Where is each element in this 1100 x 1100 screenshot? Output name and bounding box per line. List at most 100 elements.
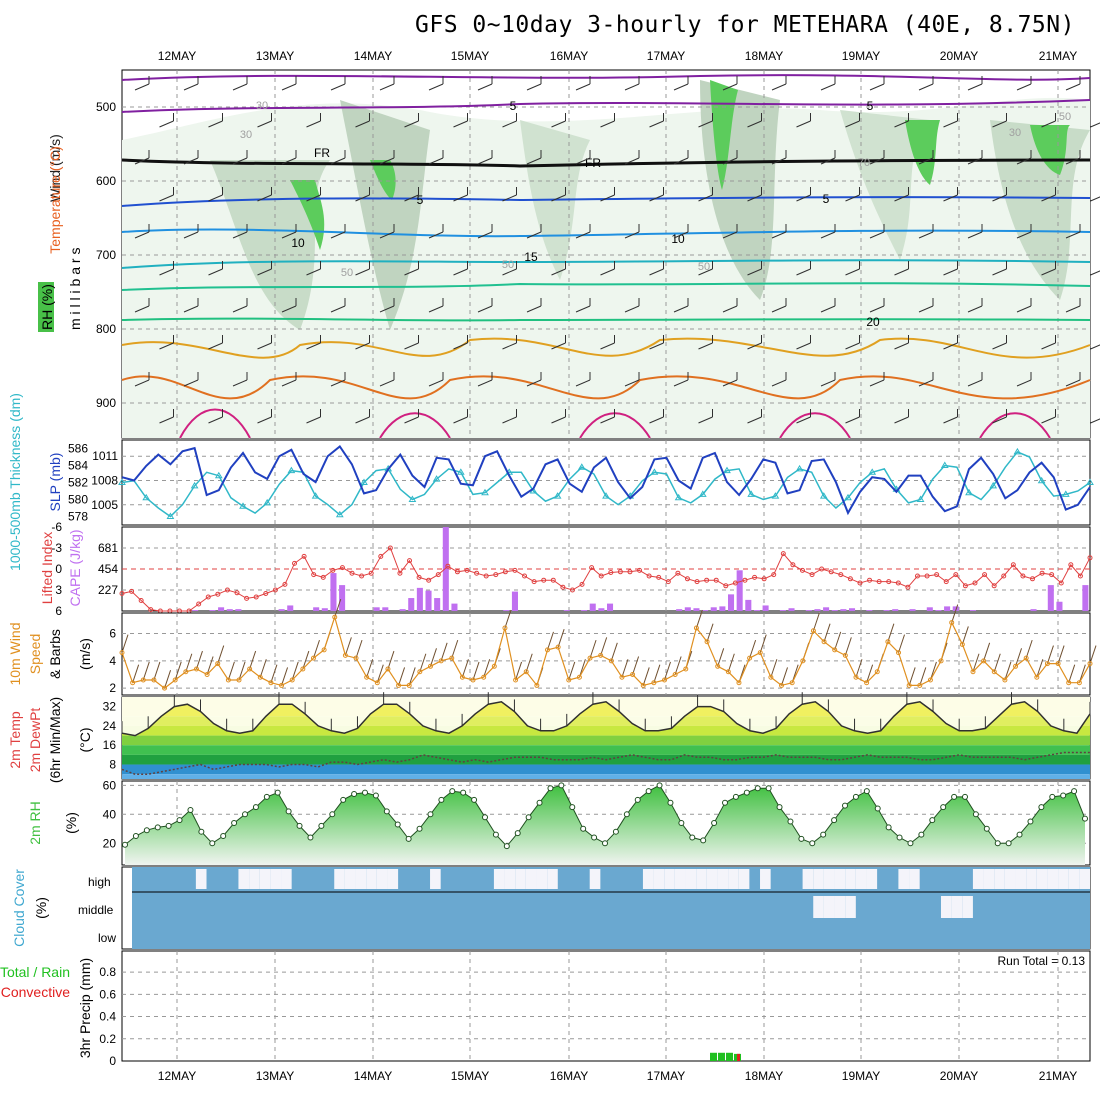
cape-bar <box>416 587 423 611</box>
top-date-label: 16MAY <box>550 49 588 63</box>
wind-point <box>991 669 997 675</box>
li-point <box>953 572 959 578</box>
wind-point <box>672 672 678 677</box>
temp-band <box>122 725 1090 736</box>
rh-point <box>634 796 641 803</box>
top-date-label: 14MAY <box>354 49 392 63</box>
wind-barb <box>257 268 272 276</box>
wind-point <box>842 652 848 658</box>
wind10m-barb <box>227 661 235 681</box>
temp-band <box>122 764 1090 775</box>
rh-point <box>154 824 161 831</box>
wind-barb <box>453 342 468 350</box>
cape-bar <box>788 608 795 611</box>
high-cloud-gap <box>334 869 345 889</box>
middle-cloud-gap <box>823 896 835 918</box>
rh-point <box>896 834 903 841</box>
contour-label: 30 <box>256 100 268 112</box>
temp2m-label-1: 2m Temp <box>7 711 23 769</box>
wind-barb <box>281 379 297 387</box>
wind-barb <box>232 305 248 313</box>
rh-colorbar <box>38 282 54 332</box>
wind-barb <box>673 231 689 239</box>
rh-point <box>231 820 238 826</box>
bottom-date-axis: 12MAY 13MAY 14MAY 15MAY 16MAY 17MAY 18MAY 19MAY… <box>158 1069 1077 1083</box>
wind-point <box>172 677 178 683</box>
thickness-point <box>214 471 223 479</box>
wind-barb <box>526 305 542 313</box>
contour-label: 10 <box>291 236 305 250</box>
wind-barb <box>967 379 983 387</box>
thickness-point <box>1013 447 1022 455</box>
contour-label: 5 <box>510 99 517 113</box>
precip-unit-label: 3hr Precip (mm) <box>77 958 93 1058</box>
wind-point <box>555 644 561 650</box>
wind-barb <box>747 120 762 128</box>
wind-barb <box>330 231 346 239</box>
li-point <box>713 577 719 583</box>
wind-barb <box>722 157 738 165</box>
wind-barb <box>992 416 1007 424</box>
wind-barb <box>1065 157 1081 165</box>
wind10m-barb <box>185 653 193 672</box>
wind-point <box>874 669 880 675</box>
cape-bar <box>581 610 588 611</box>
high-cloud-gap <box>696 869 707 889</box>
wind-tick: 2 <box>109 681 116 695</box>
li-point <box>474 570 480 576</box>
run-total: Run Total = 0.13 <box>997 954 1085 968</box>
rh-point <box>623 811 630 818</box>
cape-bar <box>952 606 959 611</box>
li-point <box>1039 570 1045 576</box>
thickness-point <box>166 512 175 519</box>
wind-point <box>289 677 295 683</box>
li-point <box>301 553 307 559</box>
wind-barb <box>159 194 174 202</box>
rh-point <box>438 796 445 803</box>
bottom-date-label: 16MAY <box>550 1069 588 1083</box>
cape-bar <box>209 610 216 611</box>
rh-point <box>842 802 848 809</box>
wind-point <box>119 650 125 656</box>
slp-tick: 1011 <box>92 449 118 463</box>
wind-barb <box>208 268 223 276</box>
li-point <box>1029 576 1035 582</box>
li-point <box>1087 555 1093 561</box>
cross-section-panel: 5 5 FR FR 5 5 10 10 15 20 30 30 50 50 50 70 50 30 500 600 7… <box>38 69 1100 439</box>
high-cloud-gap <box>1079 869 1090 889</box>
wind10m-barb <box>142 661 150 681</box>
wind-point <box>640 682 646 688</box>
wind-point <box>981 658 987 664</box>
wind10m-barb <box>1025 639 1033 659</box>
wind10m-barb <box>781 667 788 686</box>
rh-point <box>667 799 674 806</box>
wind10m-barb <box>1078 664 1086 683</box>
wind-point <box>779 682 785 688</box>
high-cloud-gap <box>589 869 601 889</box>
rh-point <box>427 811 434 818</box>
rh-point <box>143 827 150 834</box>
wind-barb <box>355 268 370 276</box>
thickness-point <box>989 481 998 489</box>
wind10m-barb <box>770 659 778 678</box>
wind-point <box>662 677 668 683</box>
li-point <box>407 558 413 564</box>
wind-barb <box>967 157 983 165</box>
rh-point <box>765 785 772 792</box>
wind-barb <box>796 194 811 202</box>
wind-point <box>1044 661 1050 667</box>
thickness-point <box>602 492 610 499</box>
wind-barb <box>649 194 664 202</box>
temperature-label: Temperature (°C) <box>47 146 63 254</box>
wind-barb <box>1041 416 1056 424</box>
rh-point <box>383 808 390 815</box>
wind-barb <box>967 231 983 239</box>
cape-bar <box>442 527 449 611</box>
top-date-label: 12MAY <box>158 49 196 63</box>
cape-bar <box>719 606 726 611</box>
wind-point <box>491 663 497 669</box>
li-point <box>646 573 652 579</box>
cape-bar <box>425 590 432 611</box>
li-tick: 3 <box>55 583 62 597</box>
wind-point <box>544 647 550 653</box>
